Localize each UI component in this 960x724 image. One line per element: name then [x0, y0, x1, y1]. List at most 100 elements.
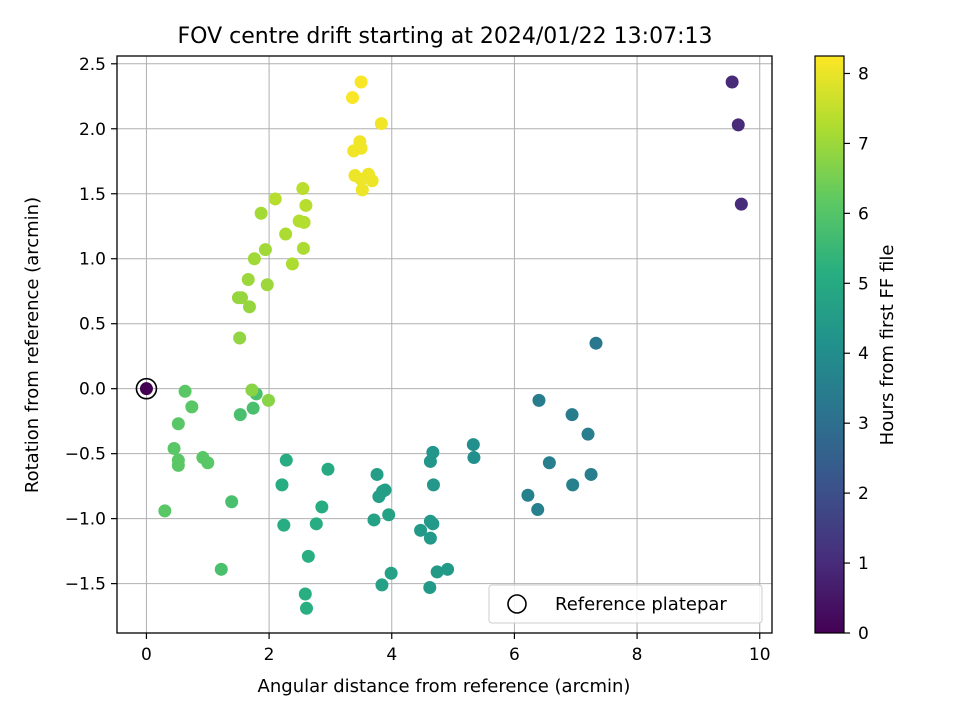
- data-point: [441, 562, 455, 576]
- data-point: [201, 456, 215, 470]
- y-axis-ticks: −1.5 −1.0 −0.5 0.0 0.5 1.0 1.5 2.0 2.5: [65, 55, 117, 595]
- grid: [117, 56, 772, 633]
- data-point: [167, 441, 181, 455]
- y-tick-label: 1.0: [79, 250, 106, 270]
- y-tick-label: 1.5: [79, 185, 106, 205]
- x-tick-label: 10: [749, 645, 771, 665]
- data-point: [246, 401, 260, 415]
- reference-point-ring: [135, 377, 158, 400]
- data-point: [426, 478, 440, 492]
- data-point: [309, 517, 323, 531]
- colorbar-label: Hours from first FF file: [877, 245, 898, 446]
- data-point: [178, 384, 192, 398]
- y-tick-label: −1.0: [65, 510, 106, 530]
- chart-title: FOV centre drift starting at 2024/01/22 …: [178, 24, 713, 49]
- colorbar: 0 1 2 3 4 5 6 7 8 Hours from first FF file: [814, 55, 898, 644]
- data-point: [296, 182, 310, 196]
- data-point: [374, 117, 388, 131]
- x-tick-label: 6: [509, 645, 520, 665]
- data-point: [584, 467, 598, 481]
- data-point: [382, 508, 396, 522]
- colorbar-tick-label: 6: [858, 204, 869, 224]
- data-point: [285, 257, 299, 271]
- data-point: [171, 417, 185, 431]
- data-points: [158, 75, 748, 615]
- x-tick-label: 2: [264, 645, 275, 665]
- data-point: [279, 453, 293, 467]
- data-point: [355, 183, 369, 197]
- data-point: [521, 488, 535, 502]
- data-point: [254, 206, 268, 220]
- data-point: [542, 456, 556, 470]
- data-point: [731, 118, 745, 132]
- y-tick-label: 0.0: [79, 380, 106, 400]
- colorbar-ticks: 0 1 2 3 4 5 6 7 8: [844, 64, 869, 644]
- data-point: [367, 513, 381, 527]
- colorbar-tick-label: 8: [858, 64, 869, 84]
- data-point: [242, 300, 256, 314]
- colorbar-tick-label: 7: [858, 134, 869, 154]
- x-axis-ticks: 0 2 4 6 8 10: [141, 633, 771, 665]
- data-point: [384, 566, 398, 580]
- data-point: [300, 601, 314, 615]
- y-axis-label: Rotation from reference (arcmin): [22, 197, 43, 493]
- data-point: [258, 243, 272, 257]
- y-tick-label: −0.5: [65, 445, 106, 465]
- data-point: [430, 565, 444, 579]
- data-point: [354, 75, 368, 89]
- colorbar-gradient: [814, 55, 845, 634]
- data-point: [297, 215, 311, 229]
- data-point: [531, 503, 545, 517]
- data-point: [185, 400, 199, 414]
- data-point: [414, 523, 428, 537]
- data-point: [261, 393, 275, 407]
- data-point: [725, 75, 739, 89]
- y-tick-label: −1.5: [65, 575, 106, 595]
- data-point: [466, 438, 480, 452]
- data-point: [296, 241, 310, 255]
- reference-point-marker: [139, 382, 153, 396]
- data-point: [423, 454, 437, 468]
- data-point: [372, 490, 386, 504]
- data-point: [268, 192, 282, 206]
- data-point: [299, 198, 313, 212]
- data-point: [234, 291, 248, 305]
- data-point: [467, 451, 481, 465]
- data-point: [346, 91, 360, 105]
- data-point: [233, 408, 247, 422]
- data-point: [321, 462, 335, 476]
- legend-box: [488, 584, 763, 624]
- data-point: [241, 273, 255, 287]
- data-point: [275, 478, 289, 492]
- data-point: [233, 331, 247, 345]
- legend: Reference platepar: [488, 584, 763, 624]
- y-tick-label: 0.5: [79, 315, 106, 335]
- data-point: [365, 174, 379, 188]
- data-point: [589, 336, 603, 350]
- legend-label: Reference platepar: [555, 594, 727, 615]
- data-point: [298, 587, 312, 601]
- y-tick-label: 2.0: [79, 120, 106, 140]
- data-point: [532, 393, 546, 407]
- colorbar-tick-label: 5: [858, 274, 869, 294]
- data-point: [423, 531, 437, 545]
- x-tick-label: 8: [632, 645, 643, 665]
- data-point: [734, 197, 748, 211]
- colorbar-tick-label: 0: [858, 624, 869, 644]
- data-point: [260, 278, 274, 292]
- reference-point: [135, 377, 158, 400]
- colorbar-tick-label: 4: [858, 344, 869, 364]
- colorbar-tick-label: 2: [858, 484, 869, 504]
- colorbar-tick-label: 3: [858, 414, 869, 434]
- plot-frame: [116, 55, 773, 634]
- y-tick-label: 2.5: [79, 55, 106, 75]
- data-point: [277, 518, 291, 532]
- x-tick-label: 0: [141, 645, 152, 665]
- data-point: [423, 581, 437, 595]
- legend-marker: [507, 594, 527, 614]
- colorbar-tick-label: 1: [858, 554, 869, 574]
- data-point: [354, 141, 368, 155]
- data-point: [214, 562, 228, 576]
- data-point: [565, 408, 579, 422]
